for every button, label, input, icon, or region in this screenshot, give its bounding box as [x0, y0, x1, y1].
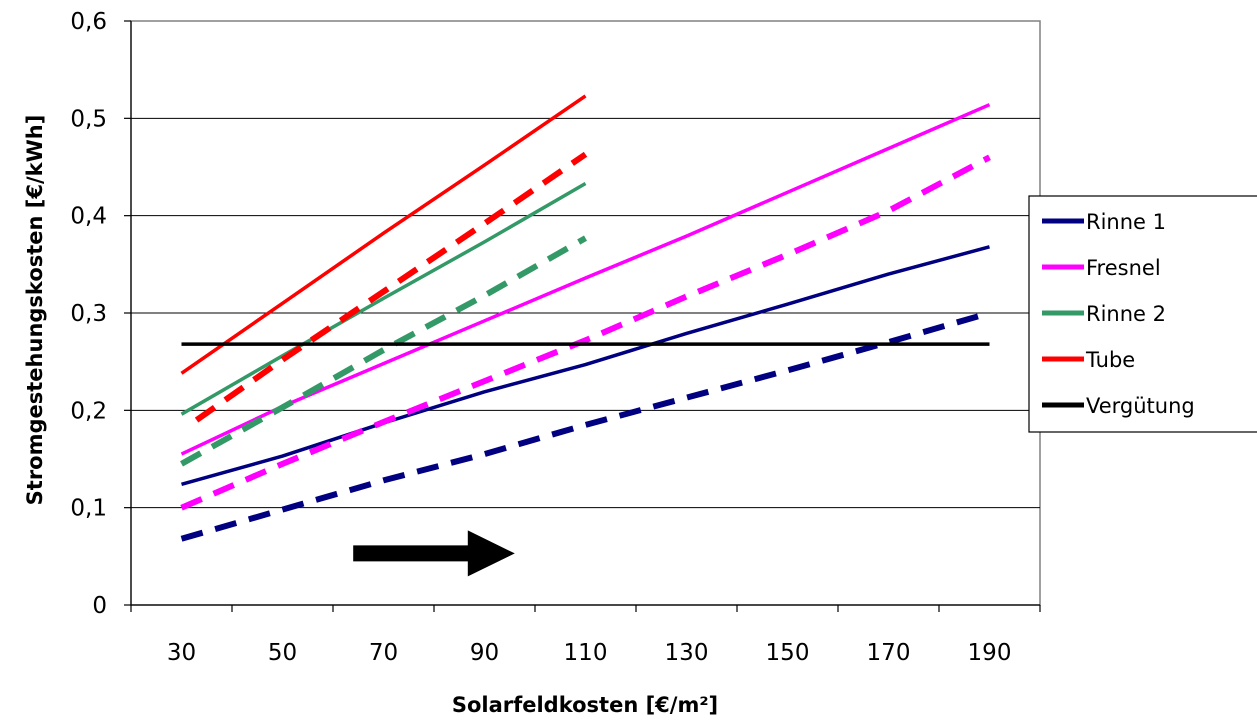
legend-label: Fresnel — [1086, 256, 1161, 280]
y-tick-label: 0,3 — [70, 301, 107, 327]
legend-label: Tube — [1085, 348, 1135, 372]
arrow-annotation — [353, 530, 515, 577]
series-line-2-dashed — [180, 310, 991, 542]
series-line-6-dashed — [180, 235, 587, 467]
annotations — [353, 530, 515, 577]
y-tick-label: 0 — [92, 593, 107, 619]
x-tick-label: 170 — [867, 640, 911, 666]
x-tick-label: 110 — [564, 640, 608, 666]
x-tick-label: 190 — [968, 640, 1012, 666]
series-lines — [180, 94, 991, 542]
legend-items: Rinne 1 Fresnel Rinne 2 Tube Vergütung — [1042, 210, 1195, 418]
x-tick-label: 30 — [167, 640, 196, 666]
series-line-4-dashed — [180, 154, 991, 511]
series-line-3 — [180, 103, 991, 456]
x-tick-label: 150 — [766, 640, 810, 666]
y-tick-label: 0,1 — [70, 496, 107, 522]
y-tick-label: 0,2 — [70, 398, 107, 424]
y-tick-label: 0,4 — [70, 204, 107, 230]
series-line-8-dashed — [194, 151, 588, 423]
legend-label: Rinne 1 — [1086, 210, 1166, 234]
series-line-5 — [180, 181, 587, 416]
y-tick-label: 0,5 — [70, 106, 107, 132]
x-tick-label: 90 — [470, 640, 499, 666]
x-tick-label: 130 — [665, 640, 709, 666]
x-axis-title: Solarfeldkosten [€/m²] — [452, 693, 718, 717]
tick-labels: 0 0,1 0,2 0,3 0,4 0,5 0,6 30 50 70 90 110 130 150 170 1… — [70, 9, 1011, 666]
x-tick-label: 50 — [268, 640, 297, 666]
x-tick-label: 70 — [369, 640, 398, 666]
legend: Rinne 1 Fresnel Rinne 2 Tube Vergütung — [1028, 195, 1257, 433]
series-line-1 — [181, 245, 990, 486]
legend-label: Rinne 2 — [1086, 302, 1166, 326]
legend-label: Vergütung — [1086, 394, 1195, 418]
plot-area — [130, 20, 1041, 606]
series-line-7 — [180, 94, 587, 375]
axes — [124, 20, 1041, 612]
y-axis-title: Stromgestehungskosten [€/kWh] — [23, 115, 47, 506]
y-tick-label: 0,6 — [70, 9, 107, 35]
